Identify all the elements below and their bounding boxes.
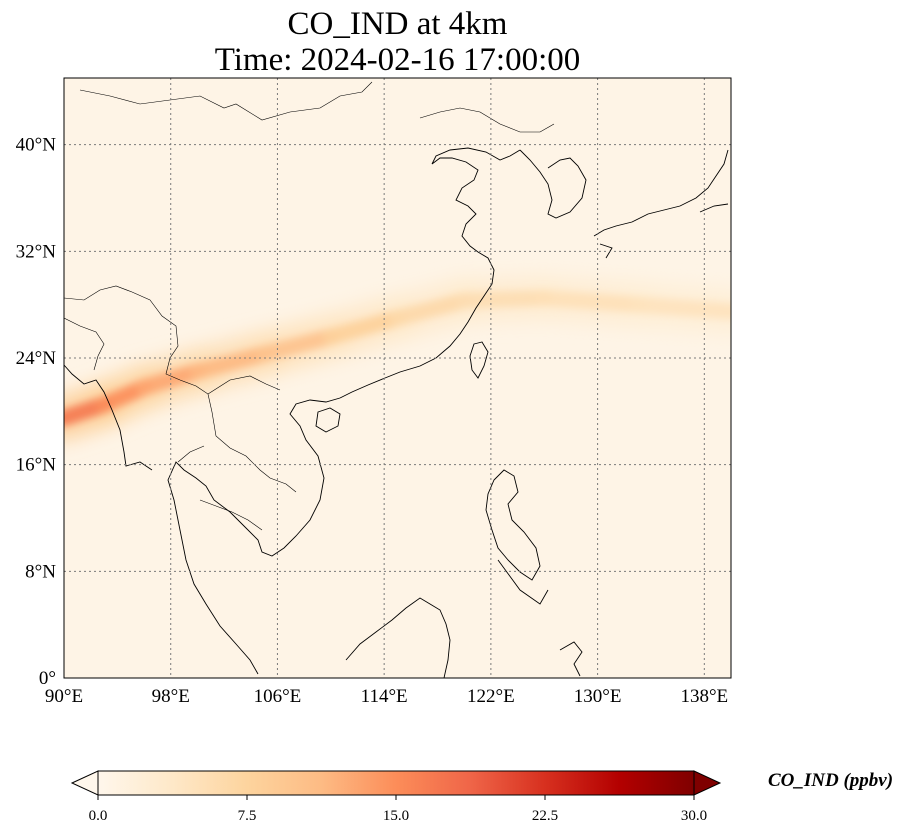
coastline-borneo (345, 597, 451, 678)
concentration-field (64, 78, 731, 678)
lon-tick-label: 138°E (680, 686, 728, 707)
colorbar-tick-label: 22.5 (532, 808, 558, 824)
plume-layer (64, 275, 731, 441)
lon-tick-label: 122°E (467, 686, 515, 707)
lon-tick-label: 114°E (361, 686, 408, 707)
lon-tick-label: 130°E (574, 686, 622, 707)
border-north (79, 81, 373, 121)
map-subtitle-time: Time: 2024-02-16 17:00:00 (214, 42, 581, 78)
lat-tick-label: 8°N (25, 561, 56, 582)
lon-tick-label: 98°E (152, 686, 190, 707)
colorbar-tick-label: 30.0 (681, 808, 707, 824)
lat-tick-label: 0° (39, 668, 56, 689)
plume-segment (189, 346, 273, 380)
plume-segment (536, 290, 646, 313)
colorbar-label: CO_IND (ppbv) (768, 770, 894, 791)
gridlines (64, 78, 731, 678)
coastline-sulawesi (559, 641, 583, 677)
longitude-labels: 90°E 98°E 106°E 114°E 122°E 130°E 138°E (45, 686, 728, 707)
lat-tick-label: 40°N (16, 135, 57, 156)
colorbar-ticks: 0.0 7.5 15.0 22.5 30.0 (89, 795, 707, 824)
coastline-china-east (339, 147, 521, 399)
lat-tick-label: 32°N (16, 241, 57, 262)
border-laos-vietnam (179, 375, 297, 493)
plume-segment (389, 292, 473, 326)
border-india-myanmar (64, 317, 105, 371)
coastline-hainan (315, 407, 341, 433)
plume-segment (456, 290, 553, 309)
colorbar-extend-max (693, 770, 722, 796)
coastline-korea (519, 149, 587, 219)
border-northeast (419, 107, 555, 133)
latitude-labels: 0° 8°N 16°N 24°N 32°N 40°N (16, 135, 57, 689)
lon-tick-label: 90°E (45, 686, 83, 707)
colorbar-tick-label: 7.5 (238, 808, 257, 824)
coastline-indochina (167, 397, 341, 675)
colorbar-extend-min (70, 770, 99, 796)
plume-segment (629, 296, 731, 320)
plume-segment (322, 310, 406, 345)
lon-tick-label: 106°E (254, 686, 302, 707)
country-borders (64, 81, 555, 531)
lat-tick-label: 16°N (16, 455, 57, 476)
colorbar-tick-label: 0.0 (89, 808, 108, 824)
lat-tick-label: 24°N (16, 348, 57, 369)
border-west (64, 285, 181, 381)
border-thailand-cambodia (177, 445, 263, 531)
map-title: CO_IND at 4km (287, 6, 508, 42)
colorbar-tick-label: 15.0 (383, 808, 409, 824)
colorbar: 0.0 7.5 15.0 22.5 30.0 (70, 770, 722, 824)
map-frame (63, 77, 732, 679)
colorbar-gradient (97, 770, 695, 796)
coastline-philippines (485, 469, 549, 605)
plume-segment (256, 328, 339, 362)
